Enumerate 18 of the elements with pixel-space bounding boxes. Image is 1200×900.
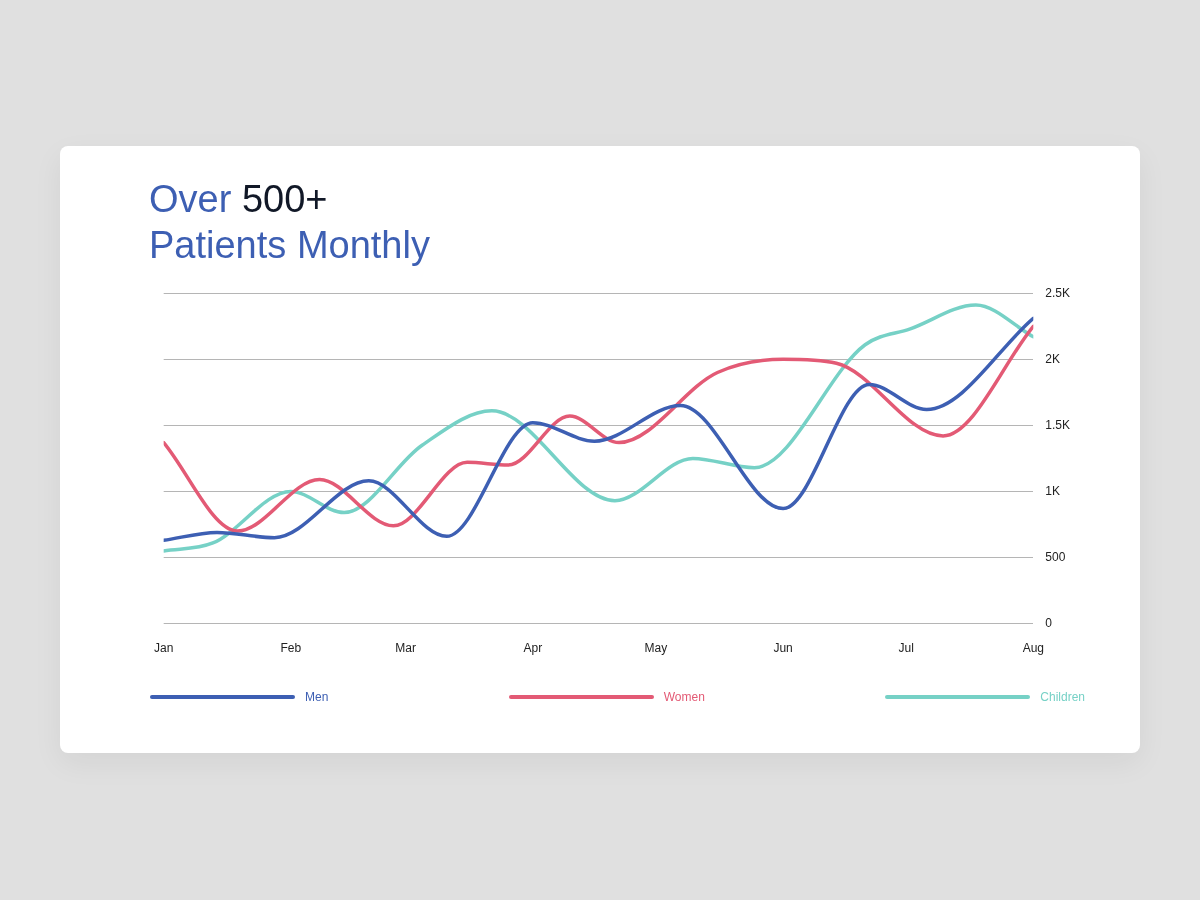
chart-title: Over 500+ Patients Monthly (149, 178, 430, 266)
text: Women (663, 690, 705, 704)
x-tick-label: May (644, 641, 668, 656)
x-tick-label: Aug (1022, 641, 1044, 656)
y-tick-label: 500 (1045, 549, 1066, 564)
y-tick-label: 2K (1045, 351, 1060, 366)
y-tick-label: 0 (1045, 615, 1053, 630)
x-tick-label: Feb (280, 641, 302, 656)
x-tick-label: Jun (773, 641, 793, 656)
y-tick-label: 1K (1045, 483, 1060, 498)
x-tick-label: Jul (898, 641, 914, 656)
x-tick-label: Mar (395, 641, 417, 656)
x-tick-label: Jan (153, 641, 174, 656)
y-tick-label: 1.5K (1045, 417, 1070, 432)
text: Men (305, 690, 329, 704)
y-tick-label: 2.5K (1045, 285, 1070, 300)
x-tick-label: Apr (523, 641, 543, 656)
text: Children (1040, 690, 1085, 704)
